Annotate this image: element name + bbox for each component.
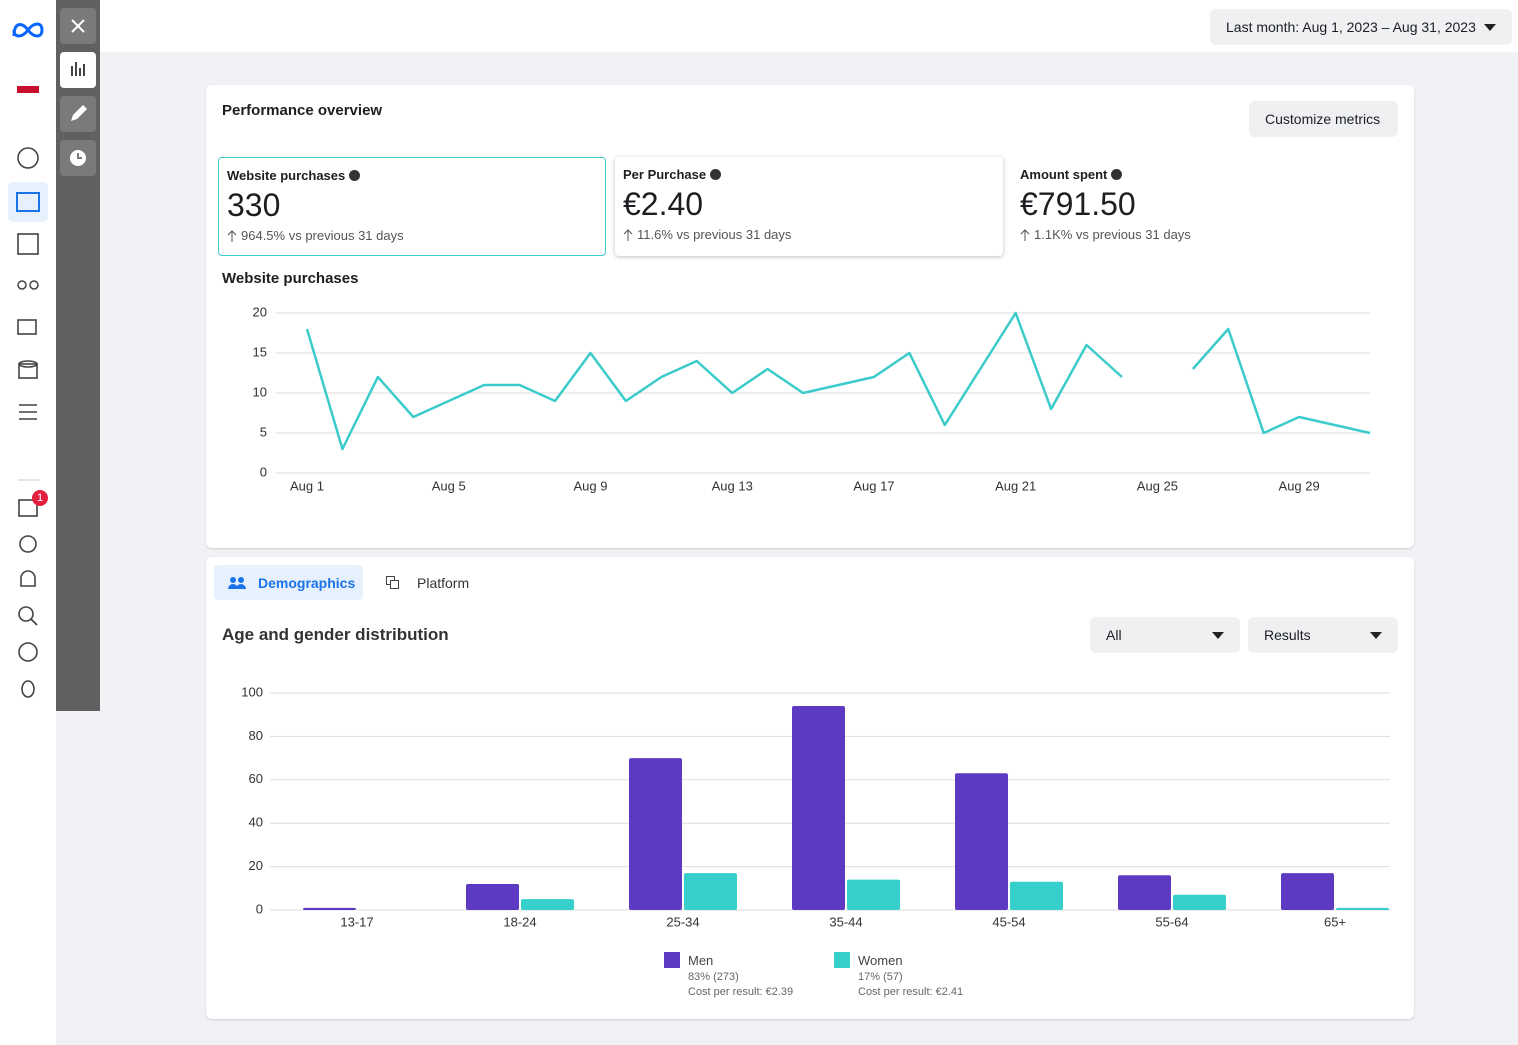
caret (1484, 24, 1496, 31)
bar (1118, 875, 1171, 910)
bar (847, 879, 900, 910)
y-tick-label: 10 (253, 384, 267, 399)
x-tick-label: 18-24 (503, 914, 536, 929)
data-line (305, 311, 1371, 451)
x-tick-label: Aug 17 (853, 478, 894, 493)
legend-item: Men 83% (273) Cost per result: €2.39 (664, 952, 793, 998)
x-tick-label: Aug 29 (1279, 478, 1320, 493)
legend-label: Women (858, 953, 903, 968)
y-tick-label: 20 (249, 858, 263, 873)
legend-share: 17% (57) (858, 971, 903, 983)
notification-badge: 1 (36, 492, 44, 504)
bar (1336, 907, 1389, 910)
x-tick-label: 65+ (1324, 914, 1346, 929)
x-tick-label: Aug 1 (290, 478, 324, 493)
chart-title: Age and gender distribution (222, 625, 449, 644)
bar (1173, 894, 1226, 910)
metric-change: 11.6% vs previous 31 days (637, 227, 792, 242)
bar (466, 883, 519, 910)
x-tick-label: 25-34 (666, 914, 699, 929)
x-tick-label: Aug 25 (1137, 478, 1178, 493)
metric-card[interactable]: Amount spent €791.50 1.1K% vs previous 3… (1012, 157, 1400, 256)
filter-label: All (1106, 627, 1122, 643)
metric-value: €791.50 (1020, 186, 1136, 222)
x-tick-label: 55-64 (1155, 914, 1188, 929)
y-tick-label: 100 (241, 684, 263, 699)
tool-panel (56, 0, 100, 711)
y-tick-label: 20 (253, 304, 267, 319)
x-tick-label: Aug 21 (995, 478, 1036, 493)
bar (1010, 881, 1063, 910)
tool-icons[interactable] (56, 0, 100, 180)
metric-label: Amount spent (1020, 167, 1108, 182)
legend-share: 83% (273) (688, 971, 739, 983)
y-tick-label: 15 (253, 344, 267, 359)
metric-card[interactable]: Per Purchase €2.40 11.6% vs previous 31 … (615, 157, 1003, 256)
customize-button[interactable]: Customize metrics (1249, 101, 1398, 137)
x-tick-label: 13-17 (340, 914, 373, 929)
filter-dropdown[interactable]: All (1090, 617, 1240, 653)
y-tick-label: 0 (260, 464, 267, 479)
x-tick-label: 35-44 (829, 914, 862, 929)
y-tick-label: 5 (260, 424, 267, 439)
legend-label: Men (688, 953, 714, 968)
filter-dropdown[interactable]: Results (1248, 617, 1398, 653)
bar (955, 773, 1008, 910)
date-range-dropdown[interactable]: Last month: Aug 1, 2023 – Aug 31, 2023 (1210, 9, 1512, 45)
metric-label: Website purchases (227, 168, 346, 183)
metric-card[interactable]: Website purchases 330 964.5% vs previous… (218, 157, 606, 256)
line-chart: 0 5 10 15 20 Aug 1 Aug 5 Aug 9 Aug 13 Aug 17 Aug 2… (253, 304, 1371, 493)
metric-change: 964.5% vs previous 31 days (241, 228, 404, 243)
top-bar: Last month: Aug 1, 2023 – Aug 31, 2023 (100, 0, 1518, 52)
chart-title: Website purchases (222, 270, 359, 287)
filter-label: Results (1264, 627, 1311, 643)
y-tick-label: 80 (249, 728, 263, 743)
x-tick-label: Aug 9 (573, 478, 607, 493)
bar (303, 907, 356, 910)
metric-label: Per Purchase (623, 167, 707, 182)
bar (684, 873, 737, 910)
tab[interactable]: Platform (386, 565, 469, 600)
legend-cost: Cost per result: €2.41 (858, 986, 964, 998)
tab[interactable]: Demographics (214, 565, 363, 600)
performance-card: Performance overview Customize metrics W… (206, 85, 1414, 548)
bar (792, 706, 845, 910)
x-tick-label: Aug 5 (432, 478, 466, 493)
y-tick-label: 60 (249, 771, 263, 786)
bar (521, 899, 574, 910)
y-tick-label: 0 (256, 901, 263, 916)
x-tick-label: 45-54 (992, 914, 1025, 929)
y-tick-label: 40 (249, 815, 263, 830)
tab-label: Platform (417, 574, 470, 591)
metric-value: €2.40 (623, 186, 704, 222)
bar (629, 758, 682, 910)
bar (1281, 873, 1334, 910)
x-tick-label: Aug 13 (712, 478, 753, 493)
card-title: Performance overview (222, 102, 383, 119)
bar-chart: 0 20 40 60 80 100 13-17 18-24 25-34 35-44 45-54 55-… (241, 684, 1390, 929)
sidebar: 1 (0, 0, 56, 1045)
metric-value: 330 (227, 187, 281, 223)
date-range: Last month: Aug 1, 2023 – Aug 31, 2023 (1226, 19, 1476, 35)
legend-item: Women 17% (57) Cost per result: €2.41 (834, 952, 963, 998)
sidebar-icons (8, 22, 48, 698)
tab-label: Demographics (258, 574, 356, 591)
legend-cost: Cost per result: €2.39 (688, 986, 794, 998)
metric-change: 1.1K% vs previous 31 days (1034, 227, 1191, 242)
